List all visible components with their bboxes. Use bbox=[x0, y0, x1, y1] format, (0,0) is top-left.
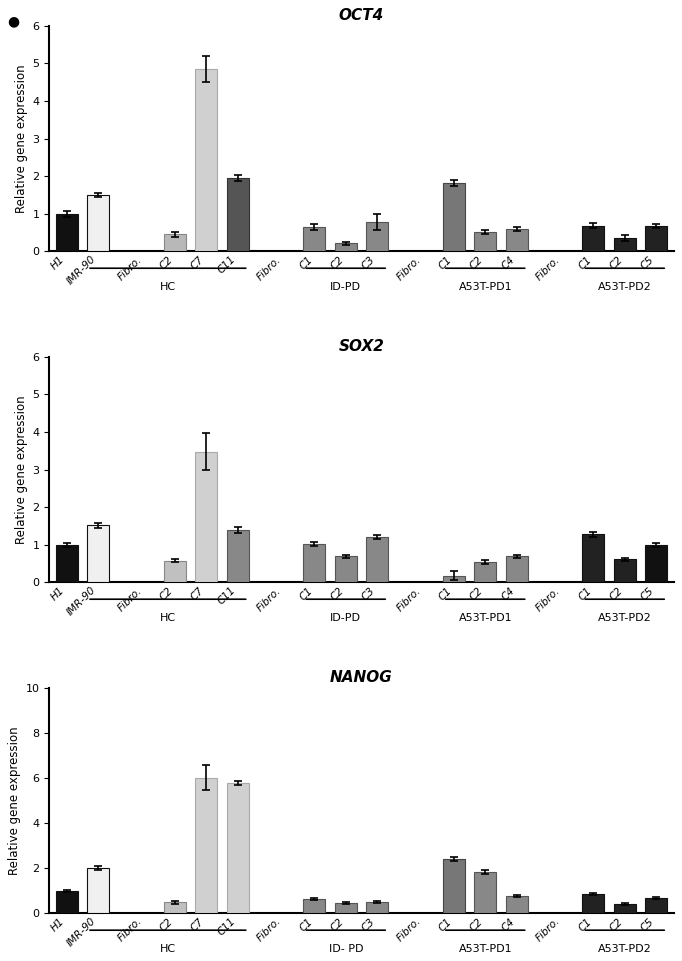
Bar bbox=[474, 873, 496, 913]
Bar bbox=[505, 556, 528, 582]
Text: ID-PD: ID-PD bbox=[330, 613, 361, 623]
Bar bbox=[226, 530, 249, 582]
Bar bbox=[645, 545, 667, 582]
Bar bbox=[303, 227, 325, 252]
Y-axis label: Relative gene expression: Relative gene expression bbox=[15, 64, 28, 213]
Text: A53T-PD2: A53T-PD2 bbox=[598, 944, 651, 953]
Bar bbox=[87, 526, 109, 582]
Bar bbox=[87, 868, 109, 913]
Bar bbox=[505, 229, 528, 252]
Text: A53T-PD1: A53T-PD1 bbox=[458, 282, 512, 292]
Bar bbox=[303, 899, 325, 913]
Bar bbox=[366, 222, 388, 252]
Bar bbox=[303, 544, 325, 582]
Text: A53T-PD1: A53T-PD1 bbox=[458, 613, 512, 623]
Bar bbox=[226, 783, 249, 913]
Title: OCT4: OCT4 bbox=[339, 9, 384, 23]
Bar bbox=[614, 903, 636, 913]
Text: HC: HC bbox=[160, 282, 176, 292]
Bar bbox=[614, 238, 636, 252]
Bar bbox=[582, 534, 604, 582]
Title: NANOG: NANOG bbox=[330, 670, 393, 685]
Bar bbox=[505, 896, 528, 913]
Bar bbox=[443, 576, 465, 582]
Bar bbox=[443, 859, 465, 913]
Bar bbox=[87, 195, 109, 252]
Bar bbox=[195, 452, 218, 582]
Bar bbox=[614, 559, 636, 582]
Bar bbox=[164, 560, 186, 582]
Text: ●: ● bbox=[7, 14, 19, 29]
Bar bbox=[582, 226, 604, 252]
Y-axis label: Relative gene expression: Relative gene expression bbox=[15, 395, 28, 544]
Text: HC: HC bbox=[160, 613, 176, 623]
Text: A53T-PD1: A53T-PD1 bbox=[458, 944, 512, 953]
Bar bbox=[195, 69, 218, 252]
Text: A53T-PD2: A53T-PD2 bbox=[598, 613, 651, 623]
Bar bbox=[164, 234, 186, 252]
Bar bbox=[645, 226, 667, 252]
Bar bbox=[645, 898, 667, 913]
Bar bbox=[56, 545, 78, 582]
Bar bbox=[56, 891, 78, 913]
Text: ID-PD: ID-PD bbox=[330, 282, 361, 292]
Bar bbox=[582, 894, 604, 913]
Bar bbox=[474, 561, 496, 582]
Y-axis label: Relative gene expression: Relative gene expression bbox=[8, 727, 21, 875]
Bar bbox=[164, 902, 186, 913]
Bar bbox=[56, 213, 78, 252]
Bar bbox=[366, 537, 388, 582]
Text: A53T-PD2: A53T-PD2 bbox=[598, 282, 651, 292]
Bar bbox=[195, 777, 218, 913]
Bar bbox=[335, 556, 357, 582]
Text: HC: HC bbox=[160, 944, 176, 953]
Bar bbox=[335, 903, 357, 913]
Bar bbox=[474, 232, 496, 252]
Bar bbox=[366, 902, 388, 913]
Text: ID- PD: ID- PD bbox=[329, 944, 363, 953]
Bar bbox=[443, 183, 465, 252]
Title: SOX2: SOX2 bbox=[338, 339, 385, 355]
Bar bbox=[335, 243, 357, 252]
Bar bbox=[226, 178, 249, 252]
